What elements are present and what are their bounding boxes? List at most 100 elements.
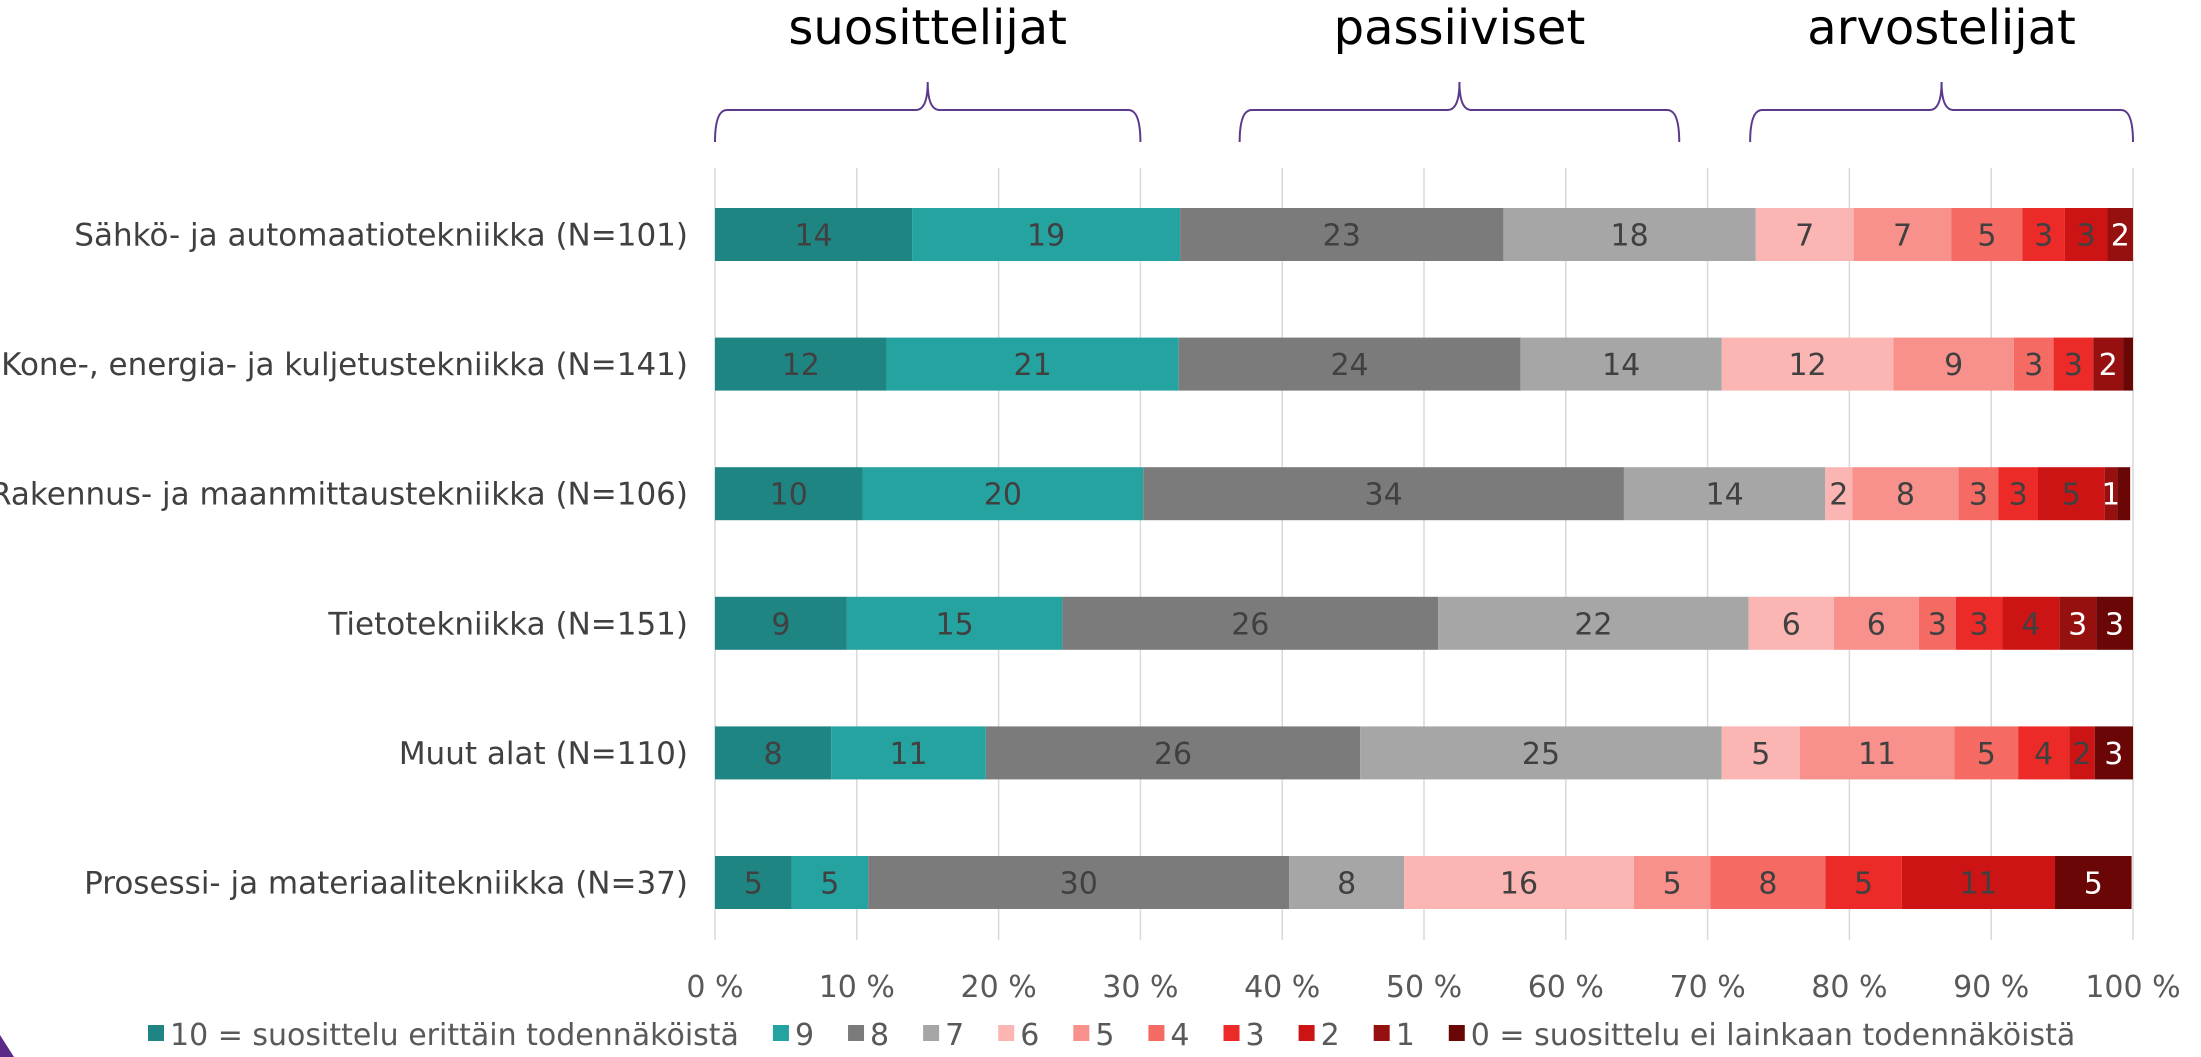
data-label: 3 <box>2105 607 2124 642</box>
legend-label: 0 = suosittelu ei lainkaan todennäköistä <box>1471 1018 2075 1053</box>
legend-label: 1 <box>1396 1018 1415 1053</box>
data-label: 3 <box>1928 607 1947 642</box>
data-label: 3 <box>2009 478 2028 513</box>
data-label: 4 <box>2021 607 2040 642</box>
data-label: 8 <box>764 737 783 772</box>
data-label: 6 <box>1867 607 1886 642</box>
data-label: 7 <box>1795 219 1814 254</box>
data-label: 25 <box>1522 737 1560 772</box>
data-label: 16 <box>1500 867 1538 902</box>
bar-segment <box>2117 467 2130 520</box>
legend-swatch <box>773 1025 789 1041</box>
group-label: suosittelijat <box>788 0 1067 56</box>
data-label: 2 <box>1829 478 1848 513</box>
data-label: 21 <box>1014 348 1052 383</box>
legend-swatch <box>998 1025 1014 1041</box>
data-label: 5 <box>2084 867 2103 902</box>
legend-label: 5 <box>1095 1018 1114 1053</box>
x-tick-label: 10 % <box>819 970 895 1005</box>
data-label: 3 <box>1970 607 1989 642</box>
data-label: 6 <box>1782 607 1801 642</box>
legend-swatch <box>1073 1025 1089 1041</box>
data-label: 2 <box>2072 737 2091 772</box>
legend-swatch <box>1148 1025 1164 1041</box>
legend-label: 8 <box>870 1018 889 1053</box>
corner-decoration <box>0 1035 14 1057</box>
data-label: 34 <box>1364 478 1402 513</box>
x-tick-label: 40 % <box>1244 970 1320 1005</box>
data-label: 18 <box>1611 219 1649 254</box>
x-tick-label: 30 % <box>1102 970 1178 1005</box>
legend-label: 9 <box>795 1018 814 1053</box>
data-label: 12 <box>782 348 820 383</box>
data-label: 30 <box>1060 867 1098 902</box>
bar-segment <box>2123 338 2133 391</box>
legend-label: 2 <box>1321 1018 1340 1053</box>
data-label: 24 <box>1330 348 1368 383</box>
x-tick-label: 50 % <box>1386 970 1462 1005</box>
data-label: 19 <box>1027 219 1065 254</box>
group-bracket <box>1750 82 2133 142</box>
category-label: Kone-, energia- ja kuljetustekniikka (N=… <box>1 347 688 383</box>
x-tick-label: 60 % <box>1528 970 1604 1005</box>
data-label: 4 <box>2034 737 2053 772</box>
data-label: 3 <box>2064 348 2083 383</box>
category-label: Sähkö- ja automaatiotekniikka (N=101) <box>74 218 688 254</box>
legend-label: 6 <box>1020 1018 1039 1053</box>
data-label: 11 <box>889 737 927 772</box>
group-label: arvostelijat <box>1807 0 2076 56</box>
data-label: 10 <box>770 478 808 513</box>
category-label: Rakennus- ja maanmittaustekniikka (N=106… <box>0 477 688 513</box>
legend-label: 3 <box>1246 1018 1265 1053</box>
data-label: 5 <box>2062 478 2081 513</box>
data-label: 14 <box>794 219 832 254</box>
data-label: 5 <box>1977 219 1996 254</box>
data-label: 3 <box>2068 607 2087 642</box>
data-label: 3 <box>2077 219 2096 254</box>
legend-swatch <box>1299 1025 1315 1041</box>
data-label: 23 <box>1323 219 1361 254</box>
legend-label: 4 <box>1170 1018 1189 1053</box>
data-label: 26 <box>1154 737 1192 772</box>
data-label: 26 <box>1231 607 1269 642</box>
x-tick-label: 100 % <box>2085 970 2180 1005</box>
data-label: 15 <box>936 607 974 642</box>
group-bracket <box>715 82 1140 142</box>
legend-swatch <box>848 1025 864 1041</box>
category-label: Muut alat (N=110) <box>399 736 688 772</box>
data-label: 22 <box>1574 607 1612 642</box>
data-label: 7 <box>1893 219 1912 254</box>
legend-label: 7 <box>945 1018 964 1053</box>
data-label: 8 <box>1758 867 1777 902</box>
data-label: 3 <box>2034 219 2053 254</box>
data-label: 8 <box>1896 478 1915 513</box>
data-label: 11 <box>1858 737 1896 772</box>
data-label: 5 <box>820 867 839 902</box>
data-label: 5 <box>1663 867 1682 902</box>
x-tick-label: 70 % <box>1669 970 1745 1005</box>
x-tick-label: 90 % <box>1953 970 2029 1005</box>
data-label: 12 <box>1788 348 1826 383</box>
data-label: 14 <box>1602 348 1640 383</box>
legend-label: 10 = suosittelu erittäin todennäköistä <box>170 1018 739 1053</box>
x-tick-label: 80 % <box>1811 970 1887 1005</box>
data-label: 3 <box>2024 348 2043 383</box>
legend-swatch <box>148 1025 164 1041</box>
data-label: 11 <box>1959 867 1997 902</box>
data-label: 14 <box>1706 478 1744 513</box>
data-label: 9 <box>1944 348 1963 383</box>
data-label: 5 <box>1977 737 1996 772</box>
category-label: Tietotekniikka (N=151) <box>327 606 688 642</box>
group-bracket <box>1240 82 1680 142</box>
legend-swatch <box>1449 1025 1465 1041</box>
data-label: 5 <box>1751 737 1770 772</box>
data-label: 20 <box>984 478 1022 513</box>
data-label: 2 <box>2111 219 2130 254</box>
x-tick-label: 0 % <box>686 970 743 1005</box>
data-label: 2 <box>2099 348 2118 383</box>
data-label: 5 <box>1854 867 1873 902</box>
legend-swatch <box>1374 1025 1390 1041</box>
x-tick-label: 20 % <box>960 970 1036 1005</box>
group-label: passiiviset <box>1334 0 1586 56</box>
